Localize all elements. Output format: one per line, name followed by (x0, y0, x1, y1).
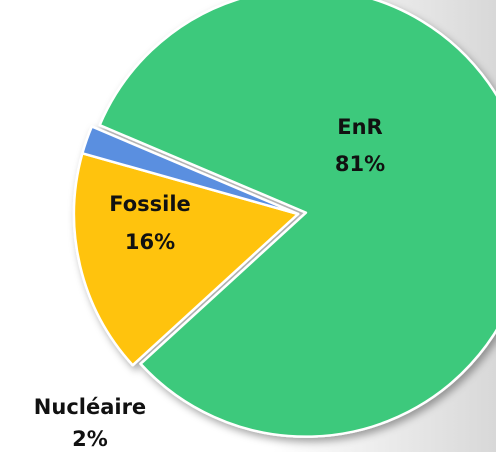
value-label: 2% (72, 427, 108, 451)
slice-label: Nucléaire (34, 395, 146, 419)
pie-slice (72, 152, 300, 367)
pie-slice (81, 125, 300, 216)
value-label: 81% (335, 152, 385, 176)
slice-label: Fossile (109, 192, 191, 216)
slice-label: EnR (337, 115, 382, 139)
pie (72, 0, 496, 438)
value-label: 16% (125, 230, 175, 254)
pie-slice (98, 0, 496, 438)
